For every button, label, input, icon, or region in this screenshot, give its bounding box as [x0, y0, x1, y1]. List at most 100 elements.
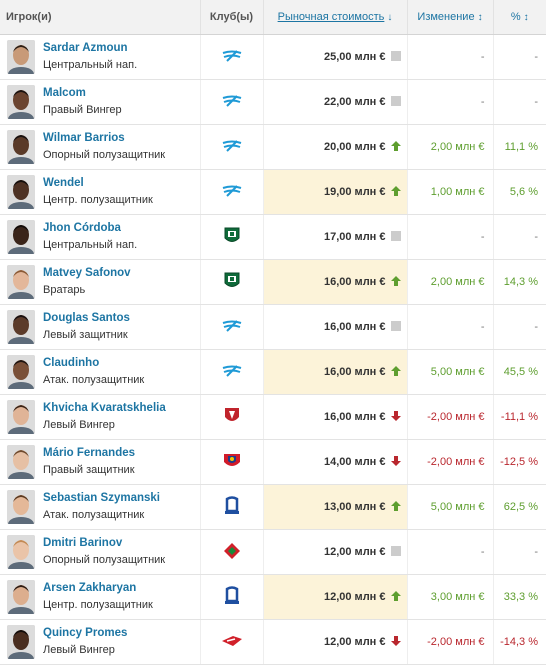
club-column-header[interactable]: Клуб(ы) [199, 0, 263, 35]
trend-neutral-icon [390, 51, 401, 61]
player-cell: Arsen Zakharyan Центр. полузащитник [0, 574, 200, 620]
sort-icon: ↕ [477, 12, 483, 23]
player-avatar[interactable] [7, 175, 35, 209]
zenit-club-logo-icon[interactable] [221, 139, 243, 156]
player-name-link[interactable]: Claudinho [43, 357, 100, 369]
player-name-link[interactable]: Douglas Santos [43, 312, 130, 324]
club-cell [199, 349, 263, 395]
percent-change: 62,5 % [503, 501, 538, 513]
dinamo-club-logo-icon[interactable] [224, 585, 240, 610]
player-avatar[interactable] [7, 580, 35, 614]
player-avatar[interactable] [7, 535, 35, 569]
zenit-club-logo-icon[interactable] [221, 49, 243, 66]
market-value[interactable]: 16,00 млн € [323, 321, 386, 333]
player-avatar[interactable] [7, 400, 35, 434]
market-value[interactable]: 16,00 млн € [323, 411, 386, 423]
rubin-club-logo-icon[interactable] [223, 406, 241, 429]
krasnodar-club-logo-icon[interactable] [223, 226, 241, 249]
player-name-link[interactable]: Wilmar Barrios [43, 132, 125, 144]
player-cell: Quincy Promes Левый Вингер [0, 619, 200, 665]
zenit-club-logo-icon[interactable] [221, 364, 243, 381]
market-value[interactable]: 25,00 млн € [323, 51, 386, 63]
player-avatar[interactable] [7, 490, 35, 524]
player-name-link[interactable]: Sardar Azmoun [43, 42, 128, 54]
market-value[interactable]: 12,00 млн € [323, 591, 386, 603]
market-value-cell: 25,00 млн € [262, 34, 407, 80]
player-name-link[interactable]: Wendel [43, 177, 84, 189]
player-avatar[interactable] [7, 130, 35, 164]
table-row: Malcom Правый Вингер 22,00 млн € - - [0, 79, 546, 125]
player-avatar[interactable] [7, 220, 35, 254]
table-row: Douglas Santos Левый защитник 16,00 млн € -… [0, 304, 546, 350]
percent-change: -12,5 % [500, 456, 538, 468]
spartak-club-logo-icon[interactable] [221, 634, 243, 651]
player-avatar[interactable] [7, 265, 35, 299]
player-name-link[interactable]: Dmitri Barinov [43, 537, 123, 549]
zenit-club-logo-icon[interactable] [221, 184, 243, 201]
percent-cell: - [492, 79, 546, 125]
player-position: Центральный нап. [43, 239, 138, 251]
krasnodar-club-logo-icon[interactable] [223, 271, 241, 294]
player-cell: Douglas Santos Левый защитник [0, 304, 200, 350]
player-name-link[interactable]: Khvicha Kvaratskhelia [43, 402, 166, 414]
market-value[interactable]: 16,00 млн € [323, 276, 386, 288]
market-value-cell: 12,00 млн € [262, 529, 407, 575]
percent-column-label[interactable]: % [510, 11, 521, 23]
market-value-column-header[interactable]: Рыночная стоимость ↓ [262, 0, 407, 35]
market-value[interactable]: 19,00 млн € [323, 186, 386, 198]
percent-change: - [534, 546, 538, 558]
player-name-link[interactable]: Quincy Promes [43, 627, 128, 639]
market-value[interactable]: 22,00 млн € [323, 96, 386, 108]
player-column-header[interactable]: Игрок(и) [0, 0, 200, 35]
player-name-link[interactable]: Arsen Zakharyan [43, 582, 137, 594]
market-value[interactable]: 13,00 млн € [323, 501, 386, 513]
lokomotiv-club-logo-icon[interactable] [222, 541, 242, 564]
market-value[interactable]: 16,00 млн € [323, 366, 386, 378]
player-name-link[interactable]: Matvey Safonov [43, 267, 131, 279]
player-avatar[interactable] [7, 625, 35, 659]
market-value-column-label[interactable]: Рыночная стоимость [277, 11, 385, 23]
market-value[interactable]: 12,00 млн € [323, 546, 386, 558]
change-column-header[interactable]: Изменение ↕ [406, 0, 493, 35]
change-cell: 5,00 млн € [406, 349, 493, 395]
cska-club-logo-icon[interactable] [222, 451, 242, 474]
player-avatar[interactable] [7, 310, 35, 344]
percent-cell: 5,6 % [492, 169, 546, 215]
player-position: Атак. полузащитник [43, 374, 145, 386]
club-cell [199, 529, 263, 575]
player-name-link[interactable]: Mário Fernandes [43, 447, 136, 459]
dinamo-club-logo-icon[interactable] [224, 495, 240, 520]
trend-neutral-icon [390, 546, 401, 556]
market-value[interactable]: 20,00 млн € [323, 141, 386, 153]
player-avatar[interactable] [7, 85, 35, 119]
zenit-club-logo-icon[interactable] [221, 319, 243, 336]
player-avatar[interactable] [7, 40, 35, 74]
table-row: Jhon Córdoba Центральный нап. 17,00 млн € -… [0, 214, 546, 260]
player-avatar[interactable] [7, 445, 35, 479]
trend-up-icon [390, 591, 401, 601]
value-change: 2,00 млн € [430, 141, 485, 153]
market-value[interactable]: 12,00 млн € [323, 636, 386, 648]
value-change: 5,00 млн € [430, 501, 485, 513]
table-row: Matvey Safonov Вратарь 16,00 млн € 2,00 млн… [0, 259, 546, 305]
player-avatar[interactable] [7, 355, 35, 389]
player-cell: Wilmar Barrios Опорный полузащитник [0, 124, 200, 170]
percent-cell: 14,3 % [492, 259, 546, 305]
value-change: - [480, 546, 485, 558]
change-cell: 5,00 млн € [406, 484, 493, 530]
player-cell: Sardar Azmoun Центральный нап. [0, 34, 200, 80]
market-value[interactable]: 14,00 млн € [323, 456, 386, 468]
change-column-label[interactable]: Изменение [417, 11, 475, 23]
trend-neutral-icon [390, 96, 401, 106]
change-cell: -2,00 млн € [406, 394, 493, 440]
player-name-link[interactable]: Jhon Córdoba [43, 222, 121, 234]
percent-column-header[interactable]: % ↕ [492, 0, 546, 35]
market-value-cell: 12,00 млн € [262, 619, 407, 665]
player-name-link[interactable]: Malcom [43, 87, 86, 99]
zenit-club-logo-icon[interactable] [221, 94, 243, 111]
player-cell: Sebastian Szymanski Атак. полузащитник [0, 484, 200, 530]
percent-cell: 45,5 % [492, 349, 546, 395]
value-change: 1,00 млн € [430, 186, 485, 198]
market-value[interactable]: 17,00 млн € [323, 231, 386, 243]
player-name-link[interactable]: Sebastian Szymanski [43, 492, 160, 504]
